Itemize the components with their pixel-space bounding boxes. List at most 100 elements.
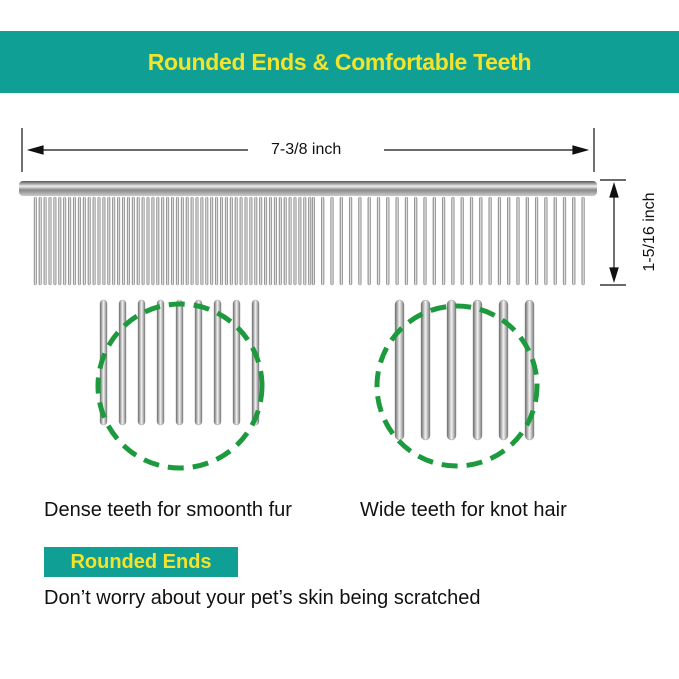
comb-tooth [151,196,155,286]
comb-tooth [38,196,42,286]
comb-tooth [311,196,315,286]
comb-tooth [194,299,203,426]
comb-tooth [48,196,52,286]
comb-tooth [185,196,189,286]
comb-tooth [33,196,37,286]
dense-teeth-dashed-circle [95,301,265,471]
comb-tooth [278,196,282,286]
comb-tooth [77,196,81,286]
comb-tooth [535,196,539,286]
comb-tooth [544,196,548,286]
comb-tooth [451,196,455,286]
dense-teeth-closeup [99,299,260,426]
comb-tooth [146,196,150,286]
comb-tooth [43,196,47,286]
comb-tooth [232,299,241,426]
comb-tooth [516,196,520,286]
comb-tooth [205,196,209,286]
title-banner: Rounded Ends & Comfortable Teeth [0,31,679,93]
comb-tooth [224,196,228,286]
comb-tooth [68,196,72,286]
comb-tooth [53,196,57,286]
comb-tooth [107,196,111,286]
comb-tooth [63,196,67,286]
comb-tooth [273,196,277,286]
comb-tooth [219,196,223,286]
wide-teeth-caption: Wide teeth for knot hair [360,499,567,521]
comb-tooth [264,196,268,286]
comb-tooth [117,196,121,286]
comb-tooth [229,196,233,286]
comb-tooth [525,196,529,286]
length-dimension-line [21,128,595,172]
comb-tooth [112,196,116,286]
dense-teeth-caption: Dense teeth for smoonth fur [44,499,292,521]
comb-tooth [121,196,125,286]
comb-tooth [488,196,492,286]
comb-tooth [420,299,431,441]
comb-tooth [254,196,258,286]
comb-tooth [102,196,106,286]
comb-tooth [283,196,287,286]
comb-tooth [386,196,390,286]
wide-teeth-closeup [394,299,535,441]
comb-tooth [239,196,243,286]
wide-teeth-dashed-circle [374,303,540,469]
comb-tooth [269,196,273,286]
comb-tooth [118,299,127,426]
comb-tooth [82,196,86,286]
comb-tooth [553,196,557,286]
comb-tooth [423,196,427,286]
comb-tooth [293,196,297,286]
comb-tooth [175,299,184,426]
comb-tooth [126,196,130,286]
comb-tooth [460,196,464,286]
comb-tooth [349,196,353,286]
comb-tooth [572,196,576,286]
comb-tooth [97,196,101,286]
comb-tooth [330,196,334,286]
comb-tooth [404,196,408,286]
comb-tooth [432,196,436,286]
comb-tooth [321,196,325,286]
comb-spine [19,181,597,196]
comb-tooth [58,196,62,286]
comb-tooth [469,196,474,286]
comb-tooth [156,299,165,426]
comb-tooth [190,196,194,286]
height-label: 1-5/16 inch [641,192,658,272]
comb-tooth [180,196,184,286]
comb-tooth [166,196,170,286]
comb-teeth [33,196,585,286]
comb-tooth [562,196,567,286]
comb-tooth [137,299,146,426]
comb-tooth [394,299,405,441]
comb-tooth [175,196,179,286]
comb-tooth [259,196,263,286]
comb-tooth [498,299,509,441]
comb-tooth [376,196,381,286]
comb-tooth [507,196,511,286]
comb-tooth [442,196,446,286]
comb-tooth [288,196,292,286]
comb-tooth [213,299,222,426]
comb-tooth [581,196,585,286]
length-label: 7-3/8 inch [271,141,342,158]
comb-tooth [161,196,165,286]
comb-tooth [303,196,307,286]
comb-tooth [414,196,418,286]
comb-tooth [72,196,76,286]
banner-title: Rounded Ends & Comfortable Teeth [147,48,532,75]
comb-tooth [141,196,145,286]
comb-tooth [446,299,457,441]
rounded-ends-badge: Rounded Ends [44,547,238,577]
comb-tooth [308,196,312,286]
comb-tooth [156,196,160,286]
comb-tooth [210,196,214,286]
comb-tooth [170,196,174,286]
comb-tooth [244,196,248,286]
comb-tooth [136,196,140,286]
comb-tooth [395,196,399,286]
comb-tooth [367,196,371,286]
